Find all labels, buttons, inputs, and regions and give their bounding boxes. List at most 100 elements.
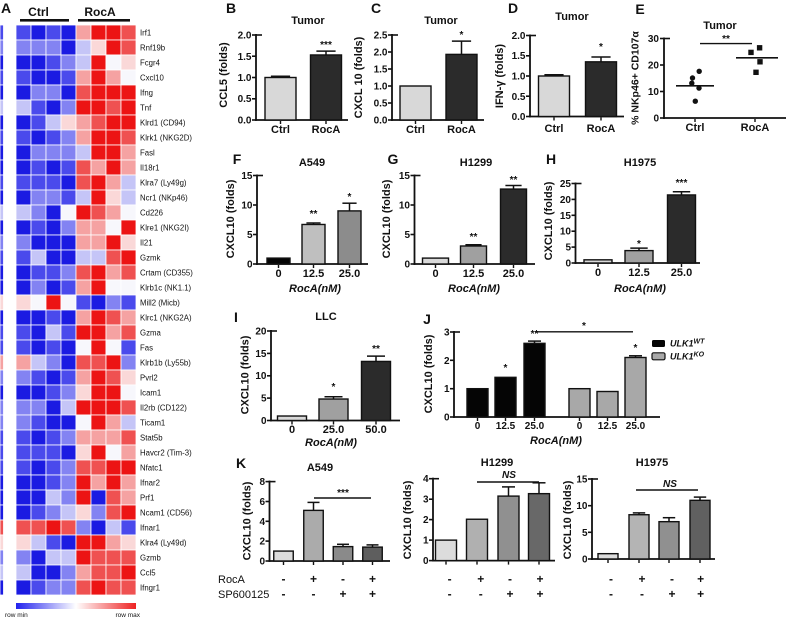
svg-text:A549: A549 xyxy=(307,462,333,474)
svg-text:5: 5 xyxy=(582,528,588,539)
svg-text:-: - xyxy=(282,572,286,586)
svg-text:K: K xyxy=(236,455,246,471)
svg-text:*: * xyxy=(599,42,603,53)
svg-text:CXCL 10 (folds): CXCL 10 (folds) xyxy=(353,36,365,118)
svg-text:I: I xyxy=(234,309,238,325)
svg-text:Stat5b: Stat5b xyxy=(140,434,163,443)
svg-text:Tumor: Tumor xyxy=(555,11,589,23)
svg-text:H1975: H1975 xyxy=(636,457,668,469)
svg-text:3: 3 xyxy=(423,495,429,506)
svg-text:1.0: 1.0 xyxy=(512,72,526,83)
svg-text:ULK1KO: ULK1KO xyxy=(670,352,705,362)
svg-text:Ctrl: Ctrl xyxy=(271,124,290,136)
svg-text:2: 2 xyxy=(423,515,429,526)
svg-text:Icam1: Icam1 xyxy=(140,389,161,398)
svg-text:NS: NS xyxy=(663,479,677,490)
svg-text:+: + xyxy=(339,587,346,601)
svg-text:12.5: 12.5 xyxy=(496,421,516,432)
svg-text:Klrb1c (NK1.1): Klrb1c (NK1.1) xyxy=(140,284,192,293)
svg-text:+: + xyxy=(536,572,543,586)
svg-text:row min: row min xyxy=(5,612,28,619)
svg-text:0: 0 xyxy=(565,259,571,270)
svg-text:RocA: RocA xyxy=(741,122,770,134)
svg-text:-: - xyxy=(609,572,613,586)
svg-text:***: *** xyxy=(320,40,332,51)
svg-text:J: J xyxy=(423,311,431,327)
svg-text:Gzmb: Gzmb xyxy=(140,554,161,563)
svg-text:0: 0 xyxy=(595,267,601,279)
svg-text:1: 1 xyxy=(444,384,450,395)
svg-text:Tnf: Tnf xyxy=(140,104,152,113)
svg-text:2.0: 2.0 xyxy=(374,48,388,59)
svg-text:CXCL10 (folds): CXCL10 (folds) xyxy=(225,179,237,258)
svg-text:+: + xyxy=(697,572,704,586)
svg-text:CXCL10 (folds): CXCL10 (folds) xyxy=(562,480,574,559)
svg-text:CXCL10 (folds): CXCL10 (folds) xyxy=(543,181,555,260)
svg-text:RocA: RocA xyxy=(312,124,341,136)
svg-text:4: 4 xyxy=(423,474,429,485)
svg-text:Ifng: Ifng xyxy=(140,89,153,98)
svg-text:Gzmk: Gzmk xyxy=(140,254,160,263)
svg-text:1.0: 1.0 xyxy=(238,73,252,84)
svg-text:Nfatc1: Nfatc1 xyxy=(140,464,163,473)
svg-text:-: - xyxy=(508,572,512,586)
svg-text:0: 0 xyxy=(275,268,281,280)
svg-text:RocA(nM): RocA(nM) xyxy=(289,283,341,295)
svg-text:Klrd1 (CD94): Klrd1 (CD94) xyxy=(140,119,186,128)
svg-text:12.5: 12.5 xyxy=(628,267,649,279)
svg-text:Il2rb (CD122): Il2rb (CD122) xyxy=(140,404,187,413)
svg-text:25.0: 25.0 xyxy=(525,421,545,432)
svg-text:0.5: 0.5 xyxy=(238,94,252,105)
svg-text:RocA(nM): RocA(nM) xyxy=(448,283,500,295)
svg-text:-: - xyxy=(640,587,644,601)
svg-text:Fcgr4: Fcgr4 xyxy=(140,59,161,68)
svg-text:Klra7 (Ly49g): Klra7 (Ly49g) xyxy=(140,179,187,188)
svg-text:0.5: 0.5 xyxy=(374,99,388,110)
svg-text:**: ** xyxy=(470,232,478,243)
svg-text:Cxcl10: Cxcl10 xyxy=(140,74,164,83)
svg-text:1: 1 xyxy=(423,536,429,547)
svg-text:6: 6 xyxy=(259,497,265,508)
svg-text:E: E xyxy=(635,1,644,17)
svg-text:0: 0 xyxy=(577,421,583,432)
svg-text:*: * xyxy=(348,192,352,203)
svg-text:25.0: 25.0 xyxy=(323,424,344,436)
svg-text:+: + xyxy=(310,572,317,586)
svg-text:0.0: 0.0 xyxy=(512,112,526,123)
svg-text:RocA: RocA xyxy=(84,5,116,19)
svg-text:-: - xyxy=(312,587,316,601)
svg-text:Fas: Fas xyxy=(140,344,153,353)
svg-text:RocA(nM): RocA(nM) xyxy=(614,283,666,295)
svg-text:**: ** xyxy=(531,329,539,340)
svg-text:20: 20 xyxy=(648,61,660,72)
svg-text:+: + xyxy=(506,587,513,601)
svg-text:2.0: 2.0 xyxy=(512,31,526,42)
svg-text:50.0: 50.0 xyxy=(365,424,386,436)
svg-text:RocA: RocA xyxy=(587,123,616,135)
svg-text:0.0: 0.0 xyxy=(374,116,388,127)
svg-text:10: 10 xyxy=(241,201,253,212)
svg-text:Ticam1: Ticam1 xyxy=(140,419,165,428)
svg-text:**: ** xyxy=(372,344,380,355)
svg-text:-: - xyxy=(479,587,483,601)
svg-text:Ncam1 (CD56): Ncam1 (CD56) xyxy=(140,509,192,518)
svg-text:0.0: 0.0 xyxy=(238,116,252,127)
svg-text:Tumor: Tumor xyxy=(703,20,737,32)
svg-text:10: 10 xyxy=(560,227,572,238)
svg-text:12.5: 12.5 xyxy=(463,268,484,280)
svg-text:CXCL10 (folds): CXCL10 (folds) xyxy=(242,481,254,560)
svg-text:Ifnar2: Ifnar2 xyxy=(140,479,160,488)
svg-text:LLC: LLC xyxy=(315,311,336,323)
svg-text:5: 5 xyxy=(247,230,253,241)
svg-text:RocA(nM): RocA(nM) xyxy=(305,437,357,449)
svg-text:SP600125: SP600125 xyxy=(218,589,269,601)
svg-text:ULK1WT: ULK1WT xyxy=(670,339,705,349)
svg-text:-: - xyxy=(609,587,613,601)
svg-text:0: 0 xyxy=(582,555,588,566)
svg-text:Irf1: Irf1 xyxy=(140,29,151,38)
svg-text:2: 2 xyxy=(259,537,265,548)
svg-text:10: 10 xyxy=(576,501,588,512)
svg-text:Pvrl2: Pvrl2 xyxy=(140,374,158,383)
svg-text:1.5: 1.5 xyxy=(374,65,388,76)
svg-text:12.5: 12.5 xyxy=(303,268,324,280)
